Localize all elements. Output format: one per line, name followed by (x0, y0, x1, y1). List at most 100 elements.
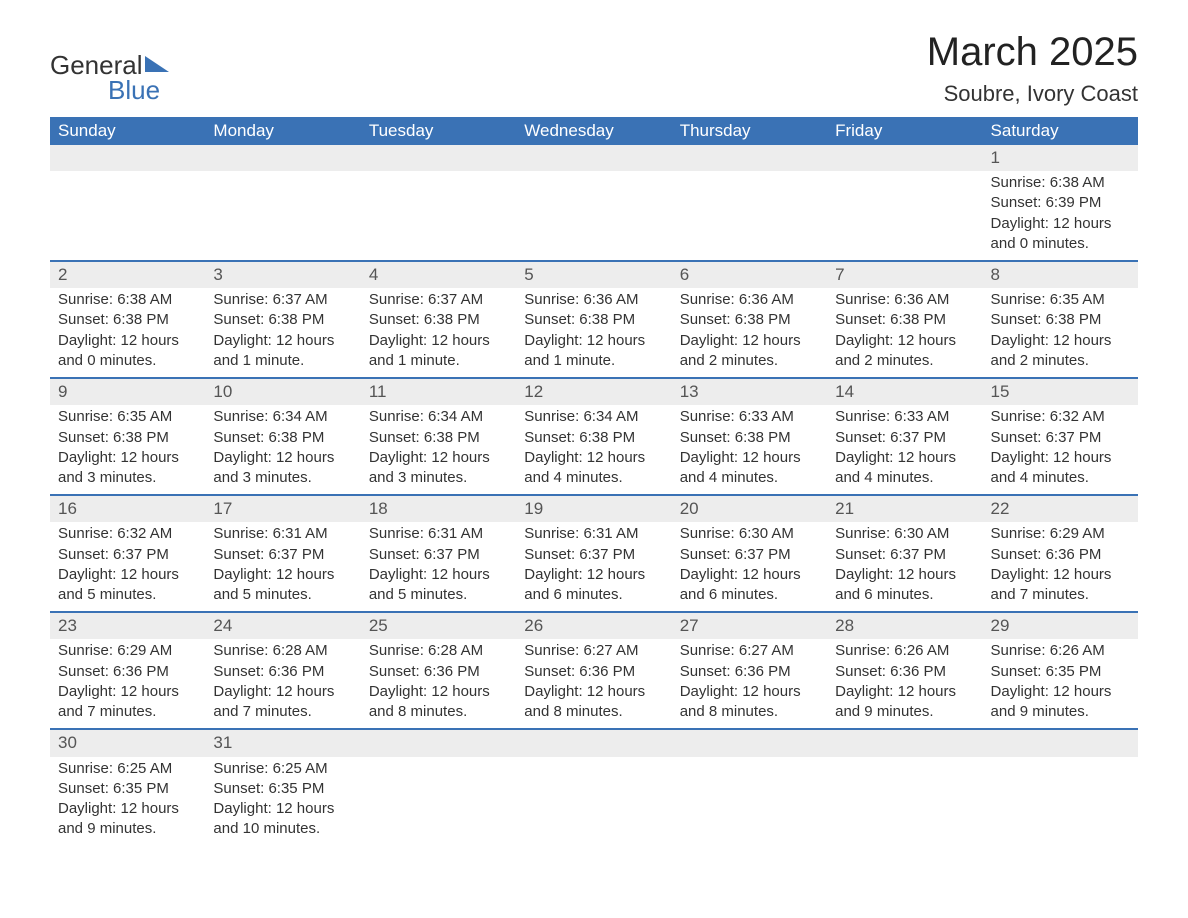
day-details: Sunrise: 6:37 AMSunset: 6:38 PMDaylight:… (361, 288, 516, 377)
daylight-text: Daylight: 12 hours and 8 minutes. (680, 682, 819, 723)
day-number: 24 (205, 613, 360, 639)
day-number (50, 145, 205, 171)
daynum-row: 9101112131415 (50, 378, 1138, 405)
logo: General Blue (50, 50, 173, 106)
daylight-text: Daylight: 12 hours and 4 minutes. (991, 448, 1130, 489)
day-details: Sunrise: 6:36 AMSunset: 6:38 PMDaylight:… (672, 288, 827, 377)
sunrise-text: Sunrise: 6:31 AM (213, 524, 352, 544)
calendar-table: Sunday Monday Tuesday Wednesday Thursday… (50, 117, 1138, 846)
daylight-text: Daylight: 12 hours and 0 minutes. (58, 331, 197, 372)
sunset-text: Sunset: 6:36 PM (991, 545, 1130, 565)
sunset-text: Sunset: 6:39 PM (991, 193, 1130, 213)
day-number: 27 (672, 613, 827, 639)
sunrise-text: Sunrise: 6:31 AM (524, 524, 663, 544)
sunrise-text: Sunrise: 6:37 AM (213, 290, 352, 310)
daylight-text: Daylight: 12 hours and 9 minutes. (991, 682, 1130, 723)
daylight-text: Daylight: 12 hours and 8 minutes. (524, 682, 663, 723)
sunrise-text: Sunrise: 6:25 AM (213, 759, 352, 779)
daylight-text: Daylight: 12 hours and 8 minutes. (369, 682, 508, 723)
sunset-text: Sunset: 6:38 PM (58, 428, 197, 448)
day-number (516, 145, 671, 171)
day-number: 25 (361, 613, 516, 639)
day-details: Sunrise: 6:28 AMSunset: 6:36 PMDaylight:… (361, 639, 516, 728)
sunrise-text: Sunrise: 6:33 AM (680, 407, 819, 427)
day-number: 14 (827, 379, 982, 405)
daylight-text: Daylight: 12 hours and 3 minutes. (369, 448, 508, 489)
daydata-row: Sunrise: 6:35 AMSunset: 6:38 PMDaylight:… (50, 405, 1138, 495)
daylight-text: Daylight: 12 hours and 2 minutes. (835, 331, 974, 372)
day-number: 10 (205, 379, 360, 405)
sunset-text: Sunset: 6:35 PM (213, 779, 352, 799)
sunrise-text: Sunrise: 6:38 AM (58, 290, 197, 310)
sunrise-text: Sunrise: 6:36 AM (835, 290, 974, 310)
sunrise-text: Sunrise: 6:28 AM (213, 641, 352, 661)
sunrise-text: Sunrise: 6:26 AM (991, 641, 1130, 661)
day-number (516, 730, 671, 756)
day-details: Sunrise: 6:35 AMSunset: 6:38 PMDaylight:… (50, 405, 205, 494)
day-number (827, 145, 982, 171)
day-number: 17 (205, 496, 360, 522)
daylight-text: Daylight: 12 hours and 6 minutes. (835, 565, 974, 606)
daynum-row: 16171819202122 (50, 495, 1138, 522)
day-details (50, 171, 205, 260)
daydata-row: Sunrise: 6:32 AMSunset: 6:37 PMDaylight:… (50, 522, 1138, 612)
day-number: 18 (361, 496, 516, 522)
daylight-text: Daylight: 12 hours and 4 minutes. (524, 448, 663, 489)
daylight-text: Daylight: 12 hours and 6 minutes. (680, 565, 819, 606)
sunset-text: Sunset: 6:37 PM (835, 428, 974, 448)
day-number (205, 145, 360, 171)
daynum-row: 1 (50, 145, 1138, 171)
daylight-text: Daylight: 12 hours and 4 minutes. (680, 448, 819, 489)
sunset-text: Sunset: 6:38 PM (369, 428, 508, 448)
day-number: 16 (50, 496, 205, 522)
day-header: Thursday (672, 117, 827, 145)
sunset-text: Sunset: 6:35 PM (58, 779, 197, 799)
daylight-text: Daylight: 12 hours and 4 minutes. (835, 448, 974, 489)
sunrise-text: Sunrise: 6:25 AM (58, 759, 197, 779)
day-details: Sunrise: 6:32 AMSunset: 6:37 PMDaylight:… (50, 522, 205, 611)
day-details (672, 757, 827, 765)
day-details: Sunrise: 6:36 AMSunset: 6:38 PMDaylight:… (516, 288, 671, 377)
header-row: General Blue March 2025 Soubre, Ivory Co… (50, 30, 1138, 107)
day-number: 8 (983, 262, 1138, 288)
day-header: Friday (827, 117, 982, 145)
sunset-text: Sunset: 6:38 PM (58, 310, 197, 330)
daylight-text: Daylight: 12 hours and 9 minutes. (58, 799, 197, 840)
day-details (361, 171, 516, 260)
sunrise-text: Sunrise: 6:34 AM (213, 407, 352, 427)
day-number: 13 (672, 379, 827, 405)
day-details: Sunrise: 6:38 AMSunset: 6:39 PMDaylight:… (983, 171, 1138, 260)
daylight-text: Daylight: 12 hours and 0 minutes. (991, 214, 1130, 255)
day-number: 7 (827, 262, 982, 288)
day-details: Sunrise: 6:25 AMSunset: 6:35 PMDaylight:… (205, 757, 360, 846)
day-header: Sunday (50, 117, 205, 145)
day-details: Sunrise: 6:29 AMSunset: 6:36 PMDaylight:… (983, 522, 1138, 611)
day-details: Sunrise: 6:37 AMSunset: 6:38 PMDaylight:… (205, 288, 360, 377)
day-details: Sunrise: 6:36 AMSunset: 6:38 PMDaylight:… (827, 288, 982, 377)
day-details: Sunrise: 6:34 AMSunset: 6:38 PMDaylight:… (361, 405, 516, 494)
sunset-text: Sunset: 6:38 PM (524, 310, 663, 330)
day-number (672, 145, 827, 171)
day-number: 28 (827, 613, 982, 639)
daylight-text: Daylight: 12 hours and 9 minutes. (835, 682, 974, 723)
sunset-text: Sunset: 6:38 PM (991, 310, 1130, 330)
day-number: 9 (50, 379, 205, 405)
daydata-row: Sunrise: 6:29 AMSunset: 6:36 PMDaylight:… (50, 639, 1138, 729)
day-details: Sunrise: 6:28 AMSunset: 6:36 PMDaylight:… (205, 639, 360, 728)
day-number: 31 (205, 730, 360, 756)
daylight-text: Daylight: 12 hours and 1 minute. (213, 331, 352, 372)
day-details: Sunrise: 6:33 AMSunset: 6:37 PMDaylight:… (827, 405, 982, 494)
daydata-row: Sunrise: 6:25 AMSunset: 6:35 PMDaylight:… (50, 757, 1138, 846)
location: Soubre, Ivory Coast (927, 81, 1138, 107)
day-header: Wednesday (516, 117, 671, 145)
day-details (827, 757, 982, 765)
day-number: 4 (361, 262, 516, 288)
sunset-text: Sunset: 6:37 PM (213, 545, 352, 565)
day-details (361, 757, 516, 765)
day-number: 21 (827, 496, 982, 522)
logo-word-blue: Blue (108, 75, 160, 106)
sunrise-text: Sunrise: 6:37 AM (369, 290, 508, 310)
day-details (516, 757, 671, 765)
day-details (827, 171, 982, 260)
day-number: 30 (50, 730, 205, 756)
